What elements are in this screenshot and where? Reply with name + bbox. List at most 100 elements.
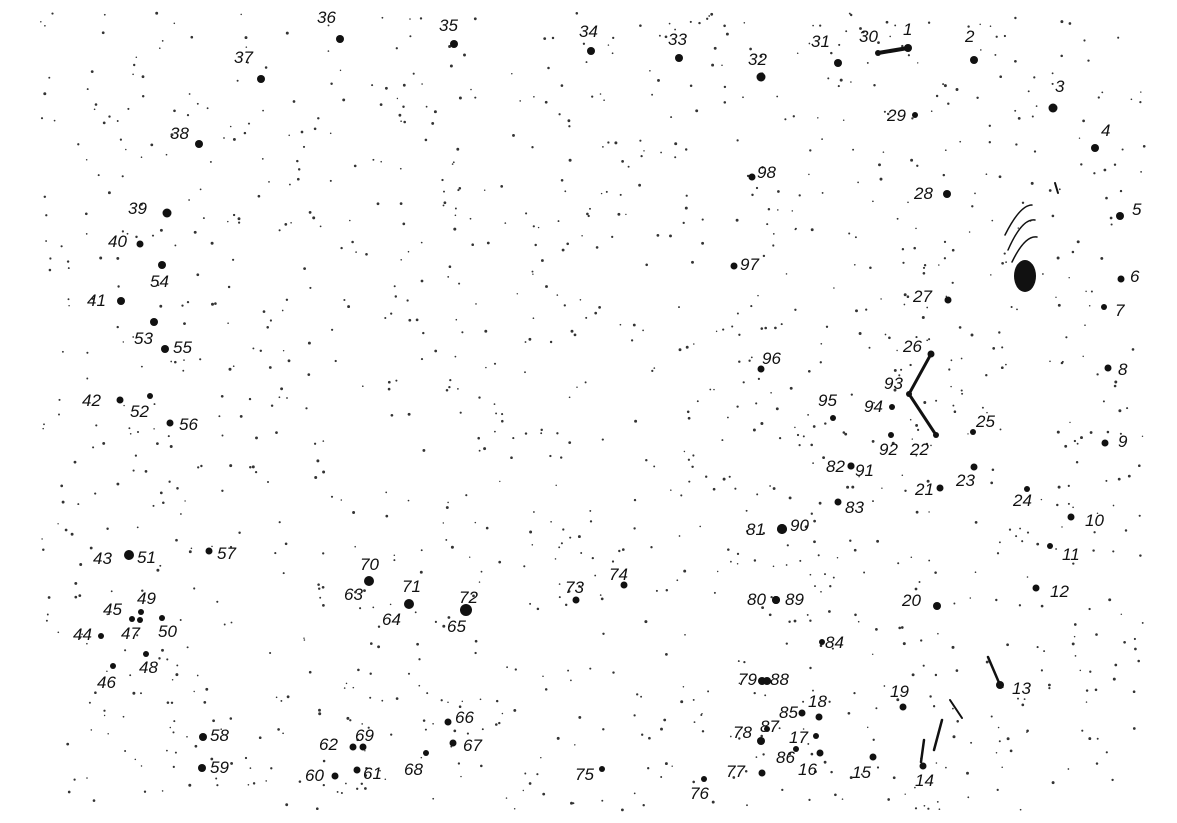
dot-61[interactable]: 61 [353, 764, 382, 783]
dot-21[interactable]: 21 [914, 480, 944, 499]
dot-marker[interactable] [599, 766, 605, 772]
dot-86[interactable]: 86 [776, 746, 799, 767]
dot-marker[interactable] [205, 547, 213, 555]
dot-marker[interactable] [1104, 364, 1112, 372]
dot-77[interactable]: 77 [726, 762, 766, 781]
dot-54[interactable]: 54 [150, 261, 169, 291]
dot-marker[interactable] [772, 596, 780, 604]
dot-marker[interactable] [1047, 543, 1053, 549]
dot-marker[interactable] [129, 616, 135, 622]
dot-43[interactable]: 43 [93, 549, 134, 568]
dot-marker[interactable] [730, 262, 738, 270]
dot-95[interactable]: 95 [818, 391, 837, 421]
dot-marker[interactable] [98, 633, 104, 639]
dot-52[interactable]: 52 [130, 393, 153, 421]
dot-36[interactable]: 36 [317, 8, 344, 43]
dot-marker[interactable] [138, 609, 144, 615]
dot-marker[interactable] [110, 663, 116, 669]
dot-85[interactable]: 85 [779, 703, 806, 722]
dot-14[interactable]: 14 [915, 762, 934, 791]
dot-marker[interactable] [970, 463, 978, 471]
dot-marker[interactable] [748, 173, 756, 181]
dot-66[interactable]: 66 [444, 708, 475, 727]
dot-marker[interactable] [764, 726, 770, 732]
dot-marker[interactable] [161, 345, 169, 353]
dot-marker[interactable] [336, 35, 344, 43]
dot-marker[interactable] [875, 50, 881, 56]
dot-marker[interactable] [919, 762, 927, 770]
dot-marker[interactable] [899, 703, 907, 711]
dot-9[interactable]: 9 [1101, 432, 1129, 451]
dot-marker[interactable] [423, 750, 429, 756]
dot-97[interactable]: 97 [730, 255, 760, 274]
dot-marker[interactable] [1117, 275, 1125, 283]
dot-75[interactable]: 75 [575, 765, 605, 784]
dot-marker[interactable] [162, 208, 172, 218]
dot-26[interactable]: 26 [902, 337, 935, 358]
dot-38[interactable]: 38 [170, 124, 203, 148]
dot-29[interactable]: 29 [886, 106, 918, 125]
dot-48[interactable]: 48 [139, 651, 158, 677]
dot-5[interactable]: 5 [1116, 200, 1142, 220]
dot-37[interactable]: 37 [234, 48, 265, 83]
dot-65[interactable]: 65 [447, 604, 472, 636]
dot-67[interactable]: 67 [449, 736, 483, 755]
dot-marker[interactable] [166, 419, 174, 427]
dot-marker[interactable] [1091, 144, 1099, 152]
dot-59[interactable]: 59 [198, 758, 229, 777]
dot-73[interactable]: 73 [565, 578, 584, 604]
dot-76[interactable]: 76 [690, 776, 709, 803]
dot-marker[interactable] [587, 47, 595, 55]
dot-marker[interactable] [830, 415, 836, 421]
dot-marker[interactable] [757, 365, 765, 373]
dot-marker[interactable] [777, 524, 787, 534]
dot-53[interactable]: 53 [134, 318, 158, 348]
dot-marker[interactable] [888, 432, 894, 438]
dot-18[interactable]: 18 [808, 692, 827, 721]
dot-marker[interactable] [1048, 103, 1058, 113]
dot-marker[interactable] [147, 393, 153, 399]
dot-marker[interactable] [869, 753, 877, 761]
dot-marker[interactable] [116, 396, 124, 404]
dot-68[interactable]: 68 [404, 750, 429, 779]
dot-marker[interactable] [198, 764, 206, 772]
dot-2[interactable]: 2 [964, 27, 978, 64]
dot-60[interactable]: 60 [305, 766, 339, 785]
dot-marker[interactable] [406, 601, 412, 607]
dot-42[interactable]: 42 [82, 391, 124, 410]
dot-4[interactable]: 4 [1091, 121, 1110, 152]
dot-24[interactable]: 24 [1012, 486, 1032, 510]
dot-marker[interactable] [933, 432, 939, 438]
dot-58[interactable]: 58 [199, 726, 229, 745]
dot-44[interactable]: 44 [73, 625, 104, 644]
dot-96[interactable]: 96 [757, 349, 782, 373]
dot-marker[interactable] [349, 743, 357, 751]
dot-marker[interactable] [1101, 304, 1107, 310]
dot-33[interactable]: 33 [668, 30, 687, 62]
dot-marker[interactable] [970, 56, 978, 64]
dot-marker[interactable] [758, 769, 766, 777]
dot-marker[interactable] [195, 140, 203, 148]
dot-79[interactable]: 79 [738, 670, 766, 689]
dot-marker[interactable] [150, 318, 158, 326]
dot-marker[interactable] [927, 350, 935, 358]
dot-51[interactable]: 51 [127, 548, 156, 567]
dot-marker[interactable] [143, 651, 149, 657]
dot-marker[interactable] [906, 391, 912, 397]
dot-marker[interactable] [1116, 212, 1124, 220]
dot-93[interactable]: 93 [884, 374, 912, 397]
dot-62[interactable]: 62 [319, 735, 357, 754]
dot-40[interactable]: 40 [108, 232, 144, 251]
dot-11[interactable]: 11 [1047, 543, 1080, 564]
dot-marker[interactable] [943, 190, 951, 198]
dot-marker[interactable] [701, 776, 707, 782]
dot-25[interactable]: 25 [970, 412, 995, 435]
dot-22[interactable]: 22 [909, 432, 939, 459]
dot-10[interactable]: 10 [1067, 511, 1105, 530]
dot-marker[interactable] [834, 59, 842, 67]
dot-94[interactable]: 94 [864, 397, 895, 416]
dot-55[interactable]: 55 [161, 338, 192, 357]
dot-marker[interactable] [933, 602, 941, 610]
dot-45[interactable]: 45 [103, 600, 135, 622]
dot-89[interactable]: 89 [772, 590, 804, 609]
